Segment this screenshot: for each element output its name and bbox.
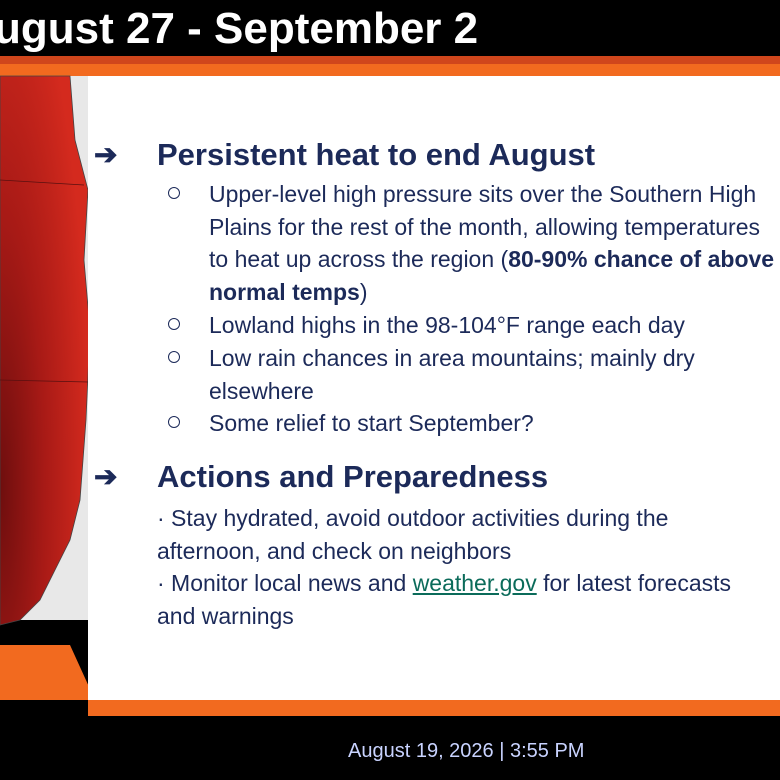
bullet-text: ) xyxy=(359,278,368,305)
bullet-text: · Monitor local news and xyxy=(157,570,413,596)
bullet: Upper-level high pressure sits over the … xyxy=(209,178,779,308)
stripe xyxy=(0,56,780,64)
title: ugust 27 - September 2 xyxy=(0,4,479,53)
stripe xyxy=(88,700,780,716)
bullet-icon xyxy=(168,318,180,330)
stripe xyxy=(0,64,780,76)
bullet-text: Upper-level high pressure sits over the … xyxy=(209,181,761,272)
timestamp: August 19, 2026 | 3:55 PM xyxy=(348,740,585,762)
map-region xyxy=(0,75,91,626)
section-heading: Actions and Preparedness xyxy=(157,459,549,494)
bullet-icon xyxy=(168,187,180,199)
arrow-icon: ➔ xyxy=(94,461,118,492)
bullet: Some relief to start September? xyxy=(209,410,534,436)
bullet-bold: 80-90% chance of above normal temps xyxy=(209,246,775,305)
bullet-icon xyxy=(168,416,180,428)
bullet-icon xyxy=(168,351,180,363)
bullet: Lowland highs in the 98-104°F range each… xyxy=(209,312,685,338)
content-panel: ➔ Persistent heat to end August Upper-le… xyxy=(88,76,780,700)
bullet: Low rain chances in area mountains; main… xyxy=(209,345,695,404)
map-border xyxy=(0,179,89,383)
link[interactable]: weather.gov xyxy=(412,570,537,596)
bullet: · Monitor local news and weather.gov for… xyxy=(157,567,757,632)
bullet: · Stay hydrated, avoid outdoor activitie… xyxy=(157,505,669,564)
stripe xyxy=(0,645,95,700)
arrow-icon: ➔ xyxy=(94,139,118,170)
bullet-text: for latest forecasts and warnings xyxy=(157,570,732,629)
section-heading: Persistent heat to end August xyxy=(157,137,596,172)
